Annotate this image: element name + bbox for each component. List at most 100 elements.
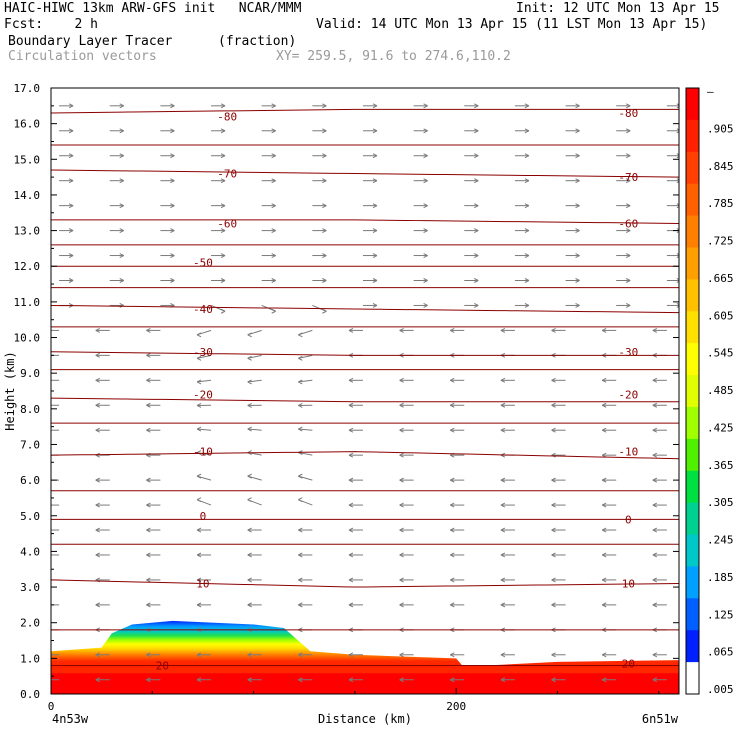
circulation-vector-head bbox=[625, 103, 631, 109]
colorbar-label: .605 bbox=[707, 309, 734, 322]
colorbar-swatch bbox=[686, 375, 699, 408]
circulation-vector-head bbox=[423, 128, 428, 134]
circulation-vector-head bbox=[322, 153, 327, 159]
colorbar-label: .365 bbox=[707, 459, 734, 472]
circulation-vector-head bbox=[196, 602, 202, 608]
circulation-vector-head bbox=[271, 308, 276, 314]
circulation-vector-head bbox=[119, 103, 124, 109]
circulation-vector-head bbox=[45, 678, 49, 682]
circulation-vector-head bbox=[220, 308, 226, 314]
circulation-vector-head bbox=[220, 178, 226, 184]
x-end-label: 6n51w bbox=[642, 712, 679, 726]
circulation-vector-head bbox=[247, 552, 252, 558]
circulation-vector-head bbox=[119, 253, 124, 258]
contour-label: -60 bbox=[618, 217, 638, 230]
colorbar-swatch bbox=[686, 534, 699, 567]
circulation-vector-head bbox=[196, 332, 202, 338]
circulation-vector-head bbox=[524, 253, 530, 258]
circulation-vector-head bbox=[551, 552, 556, 558]
y-axis-title: Height (km) bbox=[3, 351, 17, 430]
circulation-vector-head bbox=[399, 477, 404, 483]
y-tick-label: 4.0 bbox=[20, 545, 40, 558]
circulation-vector-head bbox=[220, 128, 226, 134]
circulation-vector-head bbox=[45, 628, 49, 632]
circulation-vector-head bbox=[625, 128, 631, 134]
y-tick-label: 5.0 bbox=[20, 510, 40, 523]
circulation-vector-head bbox=[146, 327, 151, 333]
circulation-vector-head bbox=[196, 552, 202, 558]
circulation-vector-head bbox=[298, 652, 303, 658]
circulation-vector-head bbox=[298, 497, 303, 503]
colorbar-swatch bbox=[686, 183, 699, 217]
circulation-vector-head bbox=[146, 527, 151, 533]
contour-label: 10 bbox=[622, 577, 635, 590]
circulation-vector-head bbox=[372, 153, 378, 159]
tracer-transition bbox=[51, 667, 679, 674]
circulation-vector-head bbox=[95, 427, 100, 433]
circulation-vector-head bbox=[500, 377, 506, 383]
circulation-vector-head bbox=[625, 203, 631, 209]
colorbar-swatch bbox=[686, 438, 699, 472]
circulation-vector-head bbox=[551, 652, 556, 658]
circulation-vector-head bbox=[450, 427, 455, 433]
circulation-vector-head bbox=[474, 103, 479, 109]
circulation-vector-head bbox=[652, 477, 658, 483]
circulation-vector-head bbox=[271, 228, 276, 234]
circulation-vector-head bbox=[95, 352, 100, 358]
colorbar-label: .245 bbox=[707, 534, 734, 547]
circulation-vector-head bbox=[423, 302, 428, 308]
temperature-contour bbox=[51, 397, 679, 403]
colorbar-label: .785 bbox=[707, 197, 734, 210]
circulation-vector-head bbox=[500, 677, 506, 683]
colorbar-label: .185 bbox=[707, 571, 734, 584]
colorbar-label: .425 bbox=[707, 421, 734, 434]
circulation-vector-head bbox=[601, 677, 607, 683]
contour-label: -70 bbox=[217, 168, 237, 181]
circulation-vector-head bbox=[524, 128, 530, 134]
circulation-vector-head bbox=[196, 677, 202, 683]
circulation-vector-head bbox=[348, 552, 354, 558]
y-tick-label: 12.0 bbox=[14, 260, 41, 273]
colorbar-label: .065 bbox=[707, 646, 734, 659]
circulation-vector bbox=[196, 428, 212, 431]
circulation-vector-head bbox=[625, 178, 631, 184]
colorbar-swatch bbox=[686, 151, 699, 185]
circulation-vector-head bbox=[298, 379, 303, 385]
circulation-vector-head bbox=[500, 502, 506, 508]
circulation-vector-head bbox=[146, 677, 151, 683]
colorbar-label: .905 bbox=[707, 122, 734, 135]
circulation-vector-head bbox=[474, 228, 479, 234]
y-tick-label: 1.0 bbox=[20, 652, 40, 665]
circulation-vector bbox=[247, 354, 262, 359]
cross-section-endpoints: XY= 259.5, 91.6 to 274.6,110.2 bbox=[276, 49, 511, 64]
circulation-vector-head bbox=[95, 652, 100, 658]
circulation-vector-head bbox=[298, 677, 303, 683]
circulation-vector-head bbox=[601, 527, 607, 533]
circulation-vector-head bbox=[68, 153, 74, 159]
circulation-vector-head bbox=[322, 278, 327, 283]
temperature-contour bbox=[51, 304, 679, 314]
circulation-vector-head bbox=[652, 527, 658, 533]
colorbar-label: .485 bbox=[707, 384, 734, 397]
circulation-vector-head bbox=[119, 128, 124, 134]
circulation-vector-head bbox=[601, 427, 607, 433]
temperature-contour bbox=[51, 219, 679, 224]
contour-label: -20 bbox=[618, 389, 638, 402]
circulation-vector-head bbox=[119, 228, 124, 234]
circulation-vector-head bbox=[524, 302, 530, 308]
circulation-vector-head bbox=[652, 327, 658, 333]
circulation-vector-head bbox=[146, 477, 151, 483]
circulation-vector bbox=[298, 354, 313, 359]
circulation-vector-head bbox=[271, 203, 276, 209]
circulation-vector-head bbox=[68, 253, 74, 258]
circulation-vector-head bbox=[551, 502, 556, 508]
circulation-vector-head bbox=[322, 253, 327, 258]
colorbar-swatch bbox=[686, 662, 699, 695]
circulation-vector-head bbox=[196, 355, 202, 361]
circulation-vector-head bbox=[450, 577, 455, 583]
y-tick-label: 17.0 bbox=[14, 82, 41, 95]
colorbar-label: .725 bbox=[707, 235, 734, 248]
colorbar-label: .005 bbox=[707, 683, 734, 696]
circulation-vector-head bbox=[45, 553, 49, 557]
circulation-vector-head bbox=[450, 477, 455, 483]
